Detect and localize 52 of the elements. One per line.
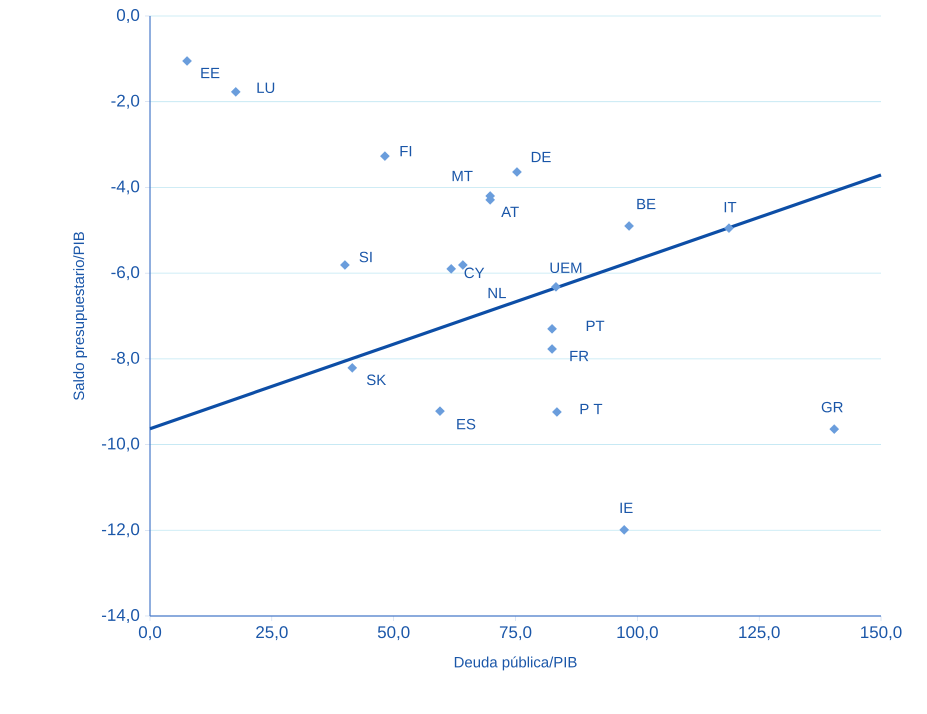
annotation: ES	[457, 418, 476, 430]
annotation: GR	[822, 402, 843, 412]
point	[724, 223, 734, 233]
x-tick-label: 100,0	[617, 626, 658, 640]
annotation: MT	[452, 170, 473, 182]
annotation: FI	[400, 146, 412, 156]
x-tick-label: 25,0	[256, 626, 288, 640]
annotation: EE	[201, 68, 220, 78]
annotation: BE	[637, 198, 656, 210]
point	[547, 344, 557, 354]
annotation: NL	[488, 288, 506, 298]
annotation: DE	[532, 152, 551, 162]
annotation: FR	[570, 350, 588, 362]
x-tick-label: 150,0	[861, 626, 902, 640]
y-axis-title: Saldo presupuestario/PIB	[73, 232, 88, 400]
annotation: P T	[580, 404, 602, 414]
y-tick-label: -12,0	[102, 523, 140, 538]
annotation: LU	[257, 82, 274, 94]
x-axis-title: Deuda pública/PIB	[454, 656, 577, 670]
point	[547, 324, 557, 334]
y-tick-label: -2,0	[111, 94, 140, 109]
point	[340, 260, 350, 270]
point	[624, 221, 634, 231]
point	[512, 167, 522, 177]
annotation: IE	[620, 502, 633, 513]
x-tick-label: 75,0	[500, 626, 532, 640]
point	[446, 264, 456, 274]
annotation: AT	[501, 206, 519, 217]
point	[829, 424, 840, 434]
x-tick-label: 125,0	[739, 626, 780, 640]
annotation: SI	[360, 252, 372, 262]
annotation: PT	[586, 320, 604, 331]
x-tick-label: 50,0	[378, 626, 410, 640]
y-tick-label: -4,0	[111, 180, 140, 194]
point	[230, 87, 241, 97]
y-tick-label: -10,0	[102, 438, 140, 452]
annotation: IT	[724, 202, 736, 212]
y-tick-label: 0,0	[116, 8, 140, 23]
point	[552, 407, 562, 417]
y-tick-label: -8,0	[111, 352, 140, 366]
x-tick-label: 0,0	[138, 626, 162, 640]
annotation: CY	[464, 268, 484, 278]
annotation: UEM	[550, 262, 582, 274]
point	[435, 406, 445, 416]
annotation: SK	[366, 374, 386, 386]
point	[619, 525, 630, 535]
y-tick-label: -6,0	[111, 266, 140, 280]
y-tick-label: -14,0	[102, 608, 140, 623]
point	[380, 151, 390, 161]
point	[551, 282, 561, 292]
point	[182, 56, 192, 66]
point	[347, 363, 358, 373]
